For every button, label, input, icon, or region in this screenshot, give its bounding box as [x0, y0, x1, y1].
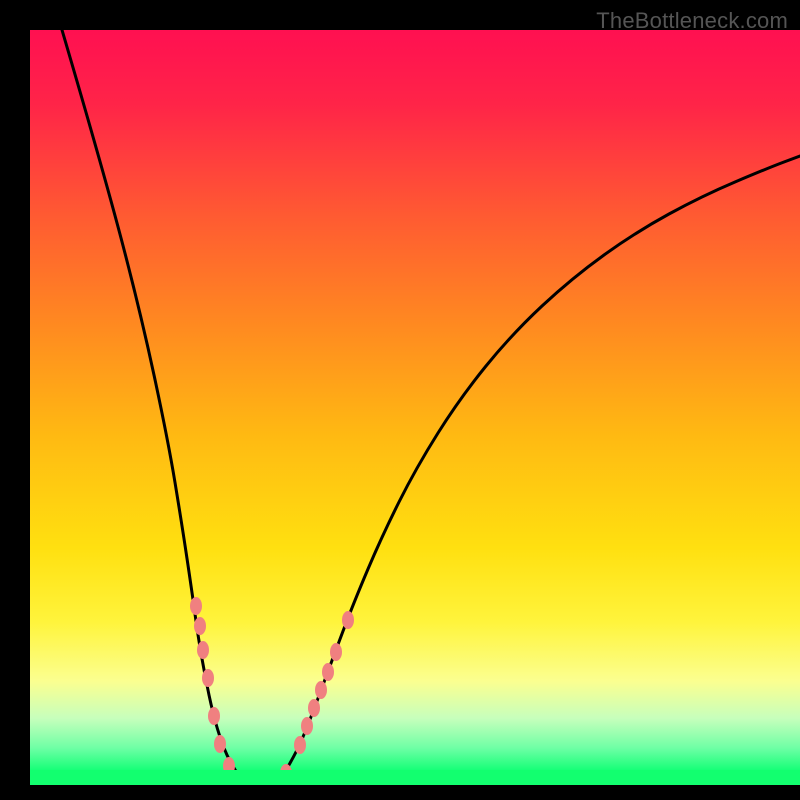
watermark-text: TheBottleneck.com: [596, 8, 788, 34]
bottleneck-chart-svg: [0, 0, 800, 800]
chart-container: TheBottleneck.com: [0, 0, 800, 800]
